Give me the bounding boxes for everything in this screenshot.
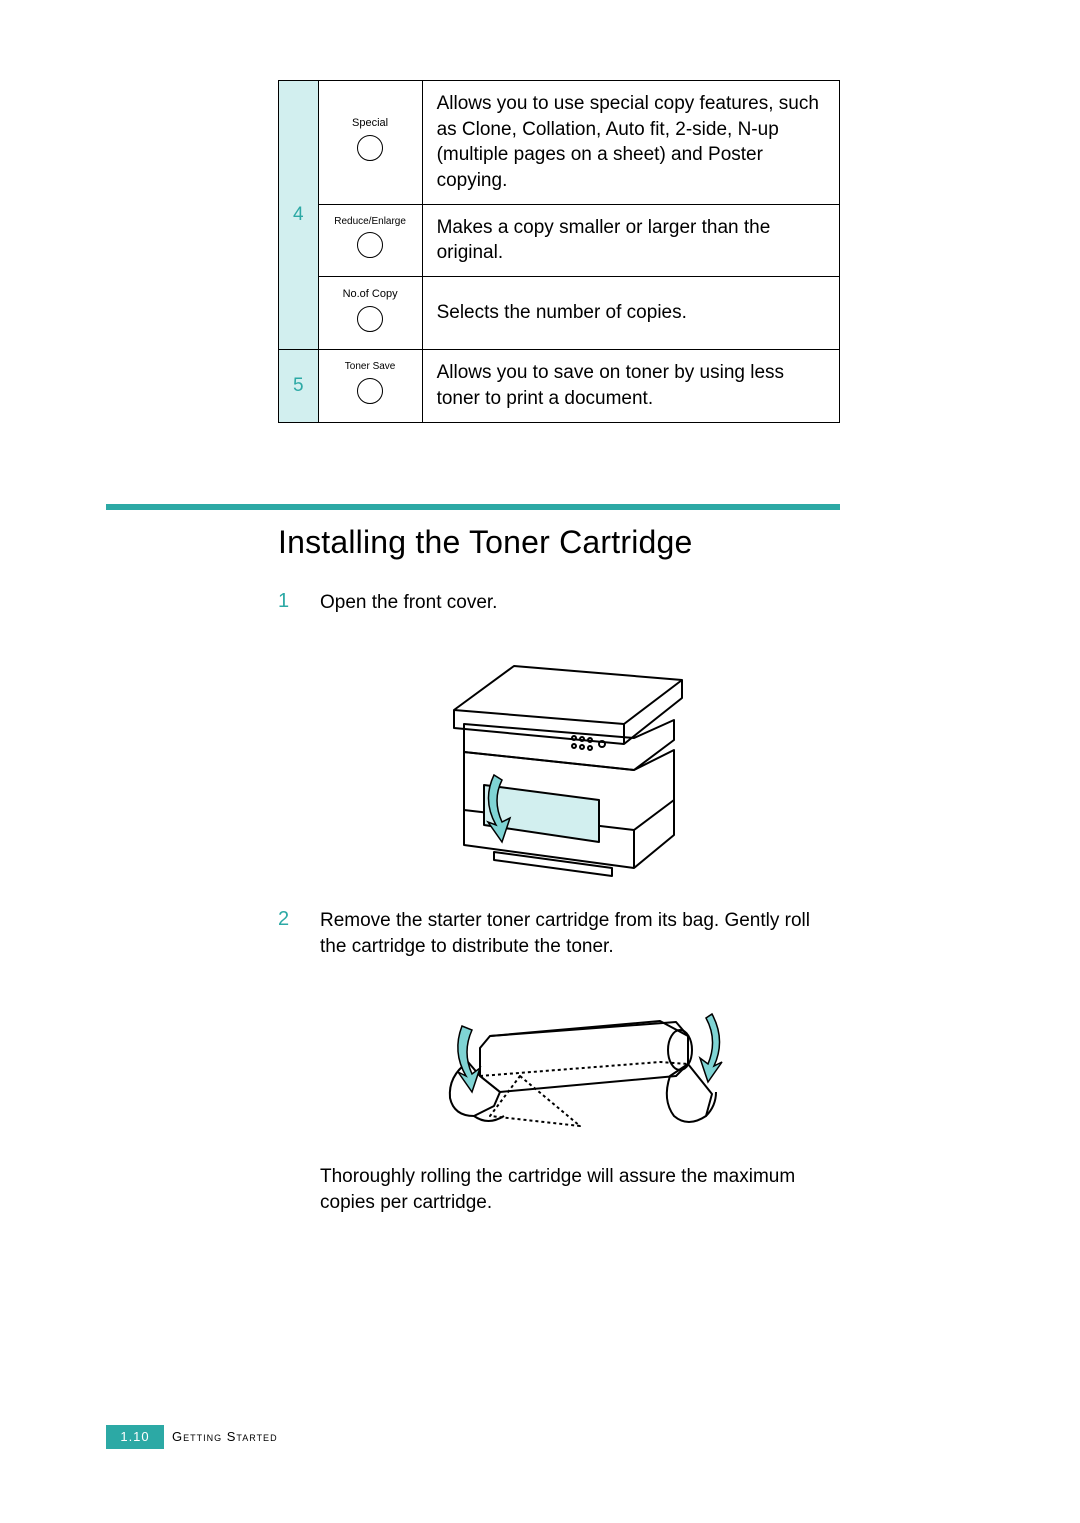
circle-button-icon — [357, 306, 383, 332]
circle-button-icon — [357, 135, 383, 161]
group-number-4: 4 — [279, 81, 319, 350]
table-row: 5 Toner Save Allows you to save on toner… — [279, 350, 840, 422]
illustration-roll-cartridge — [430, 966, 730, 1152]
button-label: Special — [333, 116, 408, 131]
page-number-badge: 1.10 — [106, 1425, 164, 1449]
feature-description: Allows you to use special copy features,… — [422, 81, 839, 205]
step-number-1: 1 — [278, 590, 289, 613]
button-icon-no-of-copy: No.of Copy — [318, 276, 422, 349]
footer-section-name: Getting Started — [172, 1425, 278, 1449]
button-label: No.of Copy — [333, 287, 408, 302]
feature-description: Makes a copy smaller or larger than the … — [422, 204, 839, 276]
step-2-followup-text: Thoroughly rolling the cartridge will as… — [320, 1164, 840, 1215]
button-label: Toner Save — [333, 360, 408, 374]
table-row: Reduce/Enlarge Makes a copy smaller or l… — [279, 204, 840, 276]
section-heading: Installing the Toner Cartridge — [278, 524, 693, 561]
step-2-text: Remove the starter toner cartridge from … — [320, 908, 840, 959]
feature-description: Selects the number of copies. — [422, 276, 839, 349]
group-number-5: 5 — [279, 350, 319, 422]
illustration-printer-open-cover — [424, 620, 714, 882]
button-icon-special: Special — [318, 81, 422, 205]
table-row: 4 Special Allows you to use special copy… — [279, 81, 840, 205]
button-icon-reduce-enlarge: Reduce/Enlarge — [318, 204, 422, 276]
circle-button-icon — [357, 378, 383, 404]
manual-page: 4 Special Allows you to use special copy… — [0, 0, 1080, 1523]
table-row: No.of Copy Selects the number of copies. — [279, 276, 840, 349]
accent-rule — [106, 504, 840, 510]
feature-description: Allows you to save on toner by using les… — [422, 350, 839, 422]
feature-table: 4 Special Allows you to use special copy… — [278, 80, 840, 423]
button-icon-toner-save: Toner Save — [318, 350, 422, 422]
button-label: Reduce/Enlarge — [333, 215, 408, 229]
step-1-text: Open the front cover. — [320, 590, 840, 616]
step-number-2: 2 — [278, 908, 289, 931]
circle-button-icon — [357, 232, 383, 258]
